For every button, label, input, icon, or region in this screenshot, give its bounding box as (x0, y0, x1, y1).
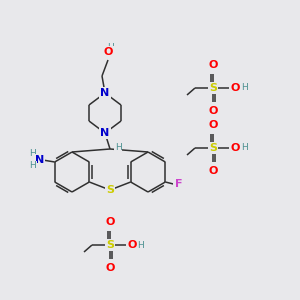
Text: O: O (208, 166, 218, 176)
Text: O: O (103, 47, 113, 57)
Text: O: O (230, 143, 240, 153)
Text: O: O (105, 263, 115, 273)
Text: H: H (241, 83, 248, 92)
Text: O: O (208, 120, 218, 130)
Text: N: N (100, 128, 109, 138)
Text: H: H (29, 161, 36, 170)
Text: S: S (106, 240, 114, 250)
Text: O: O (127, 240, 137, 250)
Text: H: H (241, 143, 248, 152)
Text: O: O (208, 106, 218, 116)
Text: S: S (209, 83, 217, 93)
Text: N: N (100, 88, 109, 98)
Text: H: H (29, 149, 36, 158)
Text: H: H (106, 43, 113, 52)
Text: O: O (105, 217, 115, 227)
Text: H: H (115, 143, 122, 152)
Text: H: H (138, 241, 144, 250)
Text: S: S (106, 185, 114, 195)
Text: S: S (209, 143, 217, 153)
Text: O: O (230, 83, 240, 93)
Text: F: F (175, 179, 182, 189)
Text: O: O (208, 60, 218, 70)
Text: N: N (35, 155, 44, 165)
